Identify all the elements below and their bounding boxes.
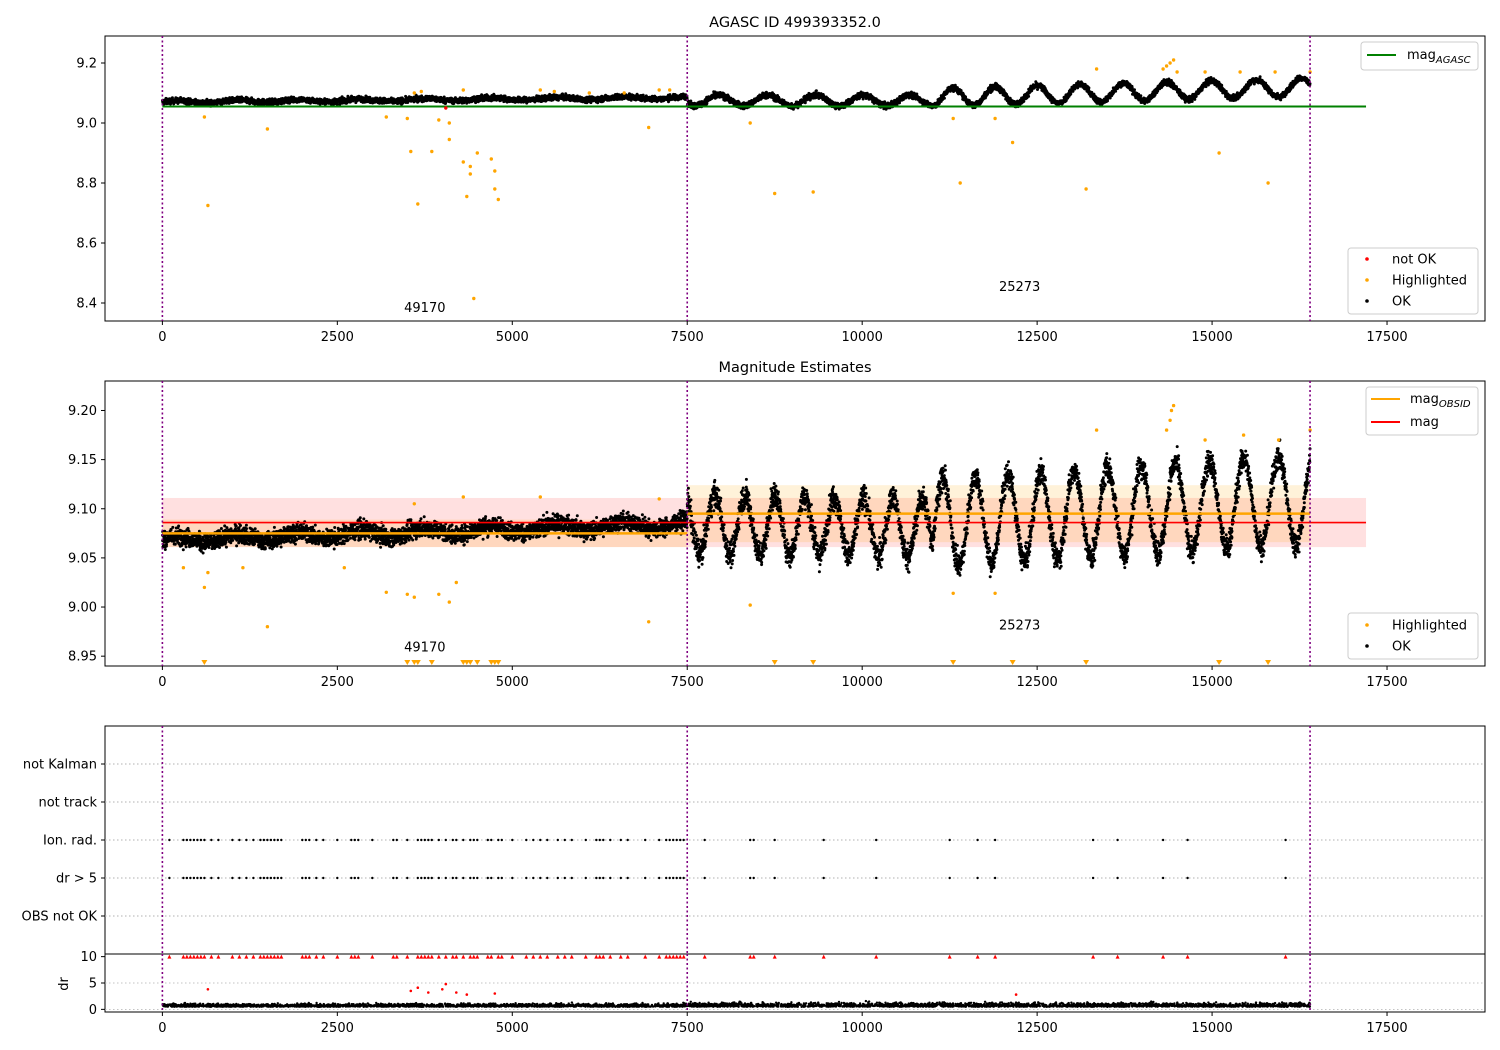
ok-point	[668, 93, 672, 97]
figure-title: AGASC ID 499393352.0	[709, 15, 881, 31]
middle-panel-title: Magnitude Estimates	[718, 360, 871, 376]
ok-point	[170, 96, 174, 100]
ok-point	[814, 89, 818, 93]
top-axes-frame	[104, 35, 1486, 322]
ok-point	[641, 93, 645, 97]
